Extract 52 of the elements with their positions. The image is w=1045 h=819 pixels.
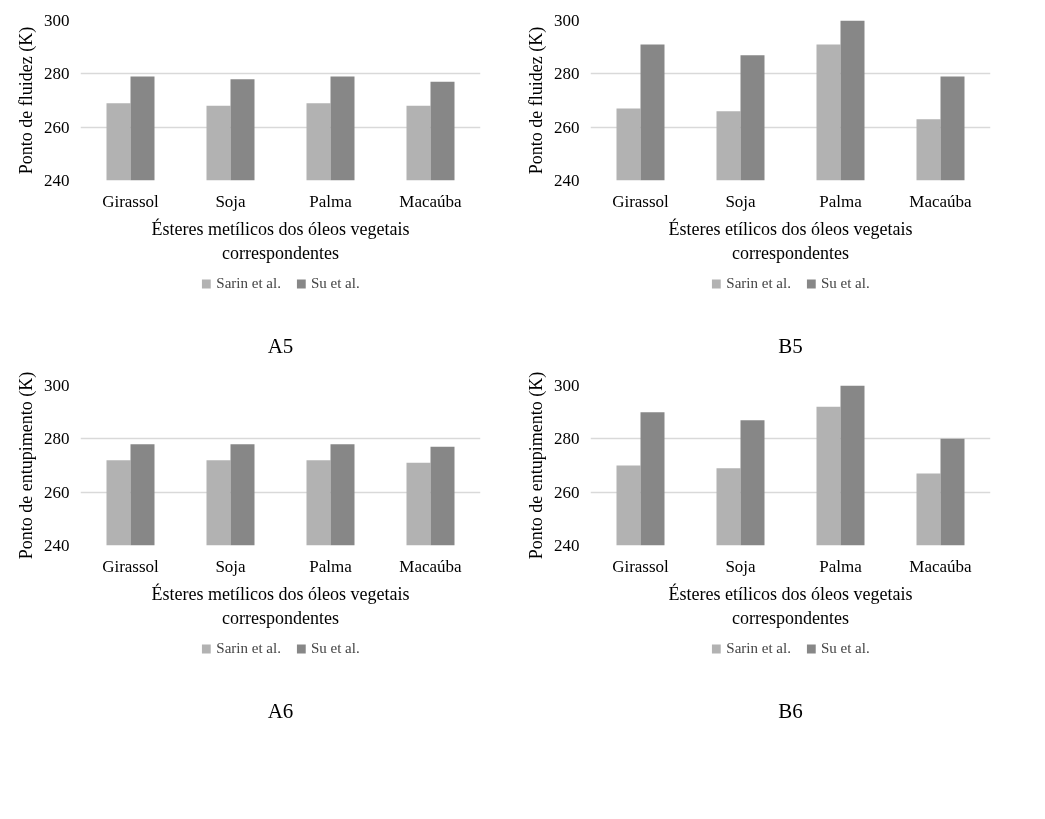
x-tick-label: Macaúba: [909, 191, 973, 211]
x-tick-label: Girassol: [102, 191, 160, 211]
x-tick-label: Girassol: [612, 556, 670, 576]
text: B5: [778, 333, 803, 358]
x-tick-label: Palma: [819, 556, 863, 576]
x-axis-title: Ésteres metílicos dos óleos vegetais correspondentes: [151, 582, 410, 628]
legend-label: Sarin et al.: [726, 640, 791, 657]
y-tick-label: 300: [554, 376, 580, 395]
y-axis-title: Ponto de fluidez (K): [16, 26, 37, 175]
legend-label: Su et al.: [310, 275, 360, 292]
x-tick-label: Macaúba: [399, 556, 463, 576]
legend-label: Su et al.: [820, 275, 870, 292]
x-tick-label: Girassol: [612, 191, 670, 211]
legend-label: Su et al.: [310, 640, 360, 657]
y-tick-label: 240: [554, 536, 580, 555]
y-tick-label: 300: [44, 11, 70, 30]
y-tick-label: 240: [44, 171, 70, 190]
text: A6: [267, 698, 294, 723]
legend-label: Sarin et al.: [216, 275, 281, 292]
x-axis-title: Ésteres metílicos dos óleos vegetais correspondentes: [151, 217, 410, 263]
y-tick-label: 300: [44, 376, 70, 395]
y-tick-label: 280: [554, 64, 580, 84]
x-tick-label: Soja: [725, 191, 757, 211]
x-tick-label: Girassol: [102, 556, 160, 576]
x-axis-title: Ésteres etílicos dos óleos vegetais correspondentes: [668, 582, 913, 628]
x-tick-label: Soja: [725, 556, 757, 576]
x-tick-label: Palma: [819, 191, 863, 211]
y-tick-label: 260: [44, 482, 70, 502]
y-tick-label: 280: [44, 64, 70, 84]
y-tick-label: 280: [44, 429, 70, 449]
x-tick-label: Macaúba: [909, 556, 973, 576]
legend-label: Sarin et al.: [726, 275, 791, 292]
y-tick-label: 240: [554, 171, 580, 190]
y-axis-title: Ponto de entupimento (K): [16, 371, 37, 560]
x-tick-label: Palma: [309, 191, 353, 211]
x-tick-label: Macaúba: [399, 191, 463, 211]
y-tick-label: 300: [554, 11, 580, 30]
x-tick-label: Palma: [309, 556, 353, 576]
legend-label: Sarin et al.: [216, 640, 281, 657]
y-tick-label: 260: [554, 117, 580, 137]
y-tick-label: 280: [554, 429, 580, 449]
text: A5: [267, 333, 294, 358]
y-axis-title: Ponto de entupimento (K): [526, 371, 547, 560]
x-tick-label: Soja: [215, 556, 247, 576]
y-tick-label: 240: [44, 536, 70, 555]
text: B6: [778, 698, 803, 723]
y-tick-label: 260: [44, 117, 70, 137]
y-axis-title: Ponto de fluidez (K): [526, 26, 547, 175]
x-axis-title: Ésteres etílicos dos óleos vegetais correspondentes: [668, 217, 913, 263]
x-tick-label: Soja: [215, 191, 247, 211]
y-tick-label: 260: [554, 482, 580, 502]
legend-label: Su et al.: [820, 640, 870, 657]
